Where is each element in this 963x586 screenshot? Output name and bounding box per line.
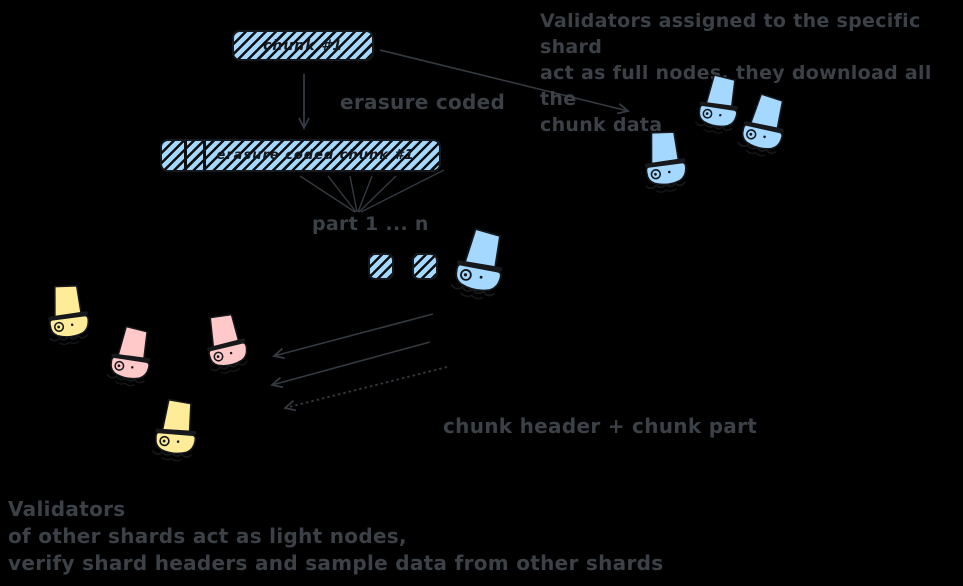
validator-eye-right xyxy=(763,135,766,139)
validator-hat-brim xyxy=(207,338,246,352)
validator-hat xyxy=(161,398,192,434)
validator-pink-left-2 xyxy=(207,313,248,374)
validator-eye-left xyxy=(53,321,65,333)
validator-eye-left xyxy=(213,351,224,362)
validator-eye-left xyxy=(460,269,472,281)
validator-wave-small xyxy=(115,380,135,387)
validator-pupil xyxy=(216,355,220,359)
validator-eye-right xyxy=(131,366,134,369)
validator-wave-small xyxy=(656,188,677,193)
validator-wave xyxy=(450,283,496,297)
validator-pupil xyxy=(57,325,61,329)
validator-hat xyxy=(650,131,680,166)
validator-wave xyxy=(106,373,145,384)
validator-wave xyxy=(695,121,733,131)
validator-wave xyxy=(737,141,777,155)
validator-hat-brim xyxy=(457,260,503,272)
validator-eye-right xyxy=(229,351,233,355)
validator-wave xyxy=(210,360,248,372)
chunk-part-square xyxy=(368,253,394,280)
validator-wave-small xyxy=(460,292,483,300)
validator-blue-center xyxy=(450,228,503,300)
validator-hat-brim xyxy=(644,158,686,168)
validator-eye-left xyxy=(650,169,662,180)
validator-pink-left-1 xyxy=(106,325,151,387)
part-divider xyxy=(184,141,187,170)
validator-pupil xyxy=(162,439,166,443)
validator-head xyxy=(208,342,248,367)
validator-wave xyxy=(645,181,686,190)
light-nodes-note: Validators of other shards act as light … xyxy=(8,497,664,575)
validator-yellow-left-1 xyxy=(48,285,90,346)
validator-hat-brim xyxy=(699,101,739,110)
validator-wave-small xyxy=(703,128,723,134)
validator-hat-brim xyxy=(48,311,88,321)
validator-blue-topright-3 xyxy=(644,131,687,193)
validator-pupil xyxy=(463,273,468,277)
validator-eye-right xyxy=(70,323,74,327)
validator-pupil xyxy=(117,364,121,368)
arrow-chunk-part-3 xyxy=(285,366,448,408)
chunk-box-label: chunk #1 xyxy=(263,37,343,54)
erasure-coded-chunk-label: erasure coded chunk #1 xyxy=(216,148,415,163)
validator-hat xyxy=(54,285,82,318)
validator-eye-left xyxy=(702,108,713,119)
validator-wave-small xyxy=(220,368,240,374)
chunk-part-square xyxy=(412,253,438,280)
part-range-label: part 1 ... n xyxy=(312,213,429,235)
full-nodes-note: Validators assigned to the specific shar… xyxy=(540,10,932,136)
validator-wave xyxy=(152,450,192,458)
validator-blue-topright-2 xyxy=(737,93,784,157)
arrow-chunk-part-2 xyxy=(272,341,431,385)
validator-eye-right xyxy=(667,170,671,174)
erasure-coded-chunk-box: erasure coded chunk #1 xyxy=(160,139,441,172)
validator-pupil xyxy=(705,112,709,116)
validator-yellow-left-2 xyxy=(152,398,197,462)
chunk-transfer-label: chunk header + chunk part xyxy=(443,414,758,438)
validator-wave-small xyxy=(161,457,182,462)
validator-hat-brim xyxy=(155,428,197,435)
validator-head xyxy=(155,431,197,455)
chunk-box: chunk #1 xyxy=(232,30,374,61)
validator-wave xyxy=(49,334,89,342)
validator-hat-brim xyxy=(743,121,784,133)
arrow-chunk-part-1 xyxy=(274,313,434,356)
validator-blue-topright-1 xyxy=(695,74,739,134)
validator-hat-brim xyxy=(111,353,151,362)
validator-wave-small xyxy=(745,149,766,157)
validator-eye-left xyxy=(745,129,757,140)
validator-eye-left xyxy=(114,360,125,371)
validator-eye-right xyxy=(719,113,722,117)
validator-wave-small xyxy=(59,340,80,346)
validator-pupil xyxy=(653,172,657,176)
erasure-coded-label: erasure coded xyxy=(340,90,506,114)
fan-lines-parts xyxy=(299,169,445,213)
validator-pupil xyxy=(749,132,753,136)
part-divider xyxy=(203,141,206,170)
validator-eye-right xyxy=(176,440,180,443)
validator-eye-right xyxy=(479,275,483,279)
validator-eye-left xyxy=(159,435,170,447)
